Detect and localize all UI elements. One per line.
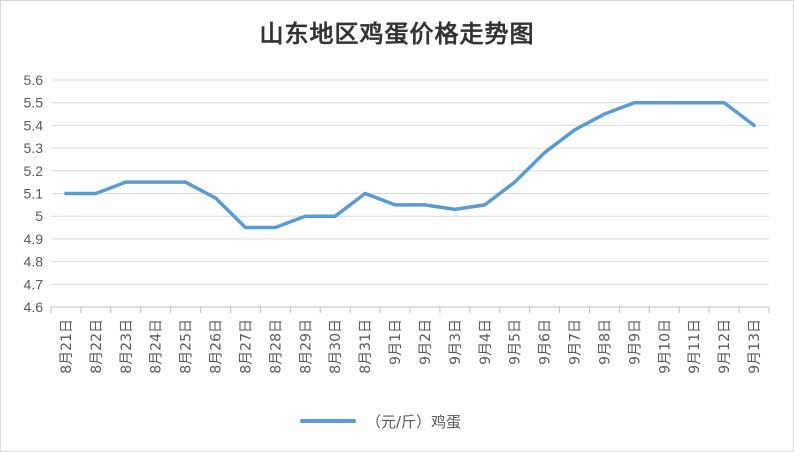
y-tick-label: 5.3 [24, 140, 44, 156]
data-point [632, 101, 636, 105]
x-tick-label: 9月4日 [478, 319, 494, 365]
x-tick-label: 9月3日 [448, 319, 464, 365]
y-tick-label: 5.1 [24, 186, 44, 202]
data-point [423, 203, 427, 207]
data-point [124, 180, 128, 184]
x-tick-label: 8月22日 [89, 319, 105, 374]
data-point [243, 226, 247, 230]
x-tick-label: 9月2日 [418, 319, 434, 365]
y-axis-ticks: 4.6 4.7 4.8 4.9 5 5.1 5.2 5.3 5.4 5.5 5.6 [24, 72, 44, 315]
x-tick-label: 9月12日 [717, 319, 733, 374]
y-tick-label: 5.5 [24, 95, 44, 111]
data-point [273, 226, 277, 230]
x-tick-label: 9月7日 [568, 319, 584, 365]
data-point [393, 203, 397, 207]
x-tick-label: 9月8日 [597, 319, 613, 365]
data-point [752, 123, 756, 127]
data-point [154, 180, 158, 184]
y-tick-label: 5.2 [24, 163, 44, 179]
y-tick-label: 5.4 [24, 117, 44, 133]
series-line [64, 100, 756, 230]
legend: （元/斤）鸡蛋 [300, 409, 461, 433]
x-tick-label: 8月28日 [268, 319, 284, 374]
x-tick-label: 8月31日 [358, 319, 374, 374]
data-point [692, 101, 696, 105]
x-tick-label: 8月23日 [119, 319, 135, 374]
x-tick-label: 9月6日 [538, 319, 554, 365]
y-tick-label: 5 [35, 208, 43, 224]
y-tick-label: 4.9 [24, 231, 44, 247]
x-tick-label: 8月29日 [298, 319, 314, 374]
x-tick-label: 8月30日 [328, 319, 344, 374]
y-tick-label: 4.6 [24, 299, 44, 315]
series-layer [64, 100, 756, 230]
data-point [722, 101, 726, 105]
data-point [363, 192, 367, 195]
data-point [543, 151, 547, 155]
chart-title: 山东地区鸡蛋价格走势图 [259, 19, 535, 48]
x-tick-label: 9月9日 [627, 319, 643, 365]
x-axis: 8月21日 8月22日 8月23日 8月24日 8月25日 8月26日 8月27日 8月28日… [50, 307, 770, 374]
legend-swatch [300, 419, 356, 423]
x-tick-label: 8月27日 [238, 319, 254, 374]
y-tick-label: 4.7 [24, 276, 44, 292]
data-point [453, 207, 457, 211]
data-point [303, 214, 307, 218]
x-tick-label: 9月11日 [687, 319, 703, 374]
x-tick-label: 9月13日 [747, 319, 763, 374]
x-tick-label: 9月10日 [657, 319, 673, 374]
data-point [94, 192, 98, 195]
data-point [602, 112, 606, 116]
x-tick-label: 8月26日 [209, 319, 225, 374]
y-tick-label: 4.8 [24, 254, 44, 270]
data-point [513, 180, 517, 184]
gridlines [51, 79, 769, 308]
x-tick-label: 8月25日 [179, 319, 195, 374]
data-point [184, 180, 188, 184]
data-point [573, 128, 577, 132]
y-tick-label: 5.6 [24, 72, 44, 88]
data-point [662, 101, 666, 105]
legend-label: （元/斤）鸡蛋 [366, 412, 462, 431]
x-tick-label: 8月21日 [59, 319, 75, 374]
data-point [333, 214, 337, 218]
data-point [214, 196, 218, 200]
x-tick-label: 8月24日 [149, 319, 165, 374]
data-point [64, 192, 68, 195]
x-tick-label: 9月5日 [508, 319, 524, 365]
data-point [483, 203, 487, 207]
x-tick-label: 9月1日 [388, 319, 404, 365]
